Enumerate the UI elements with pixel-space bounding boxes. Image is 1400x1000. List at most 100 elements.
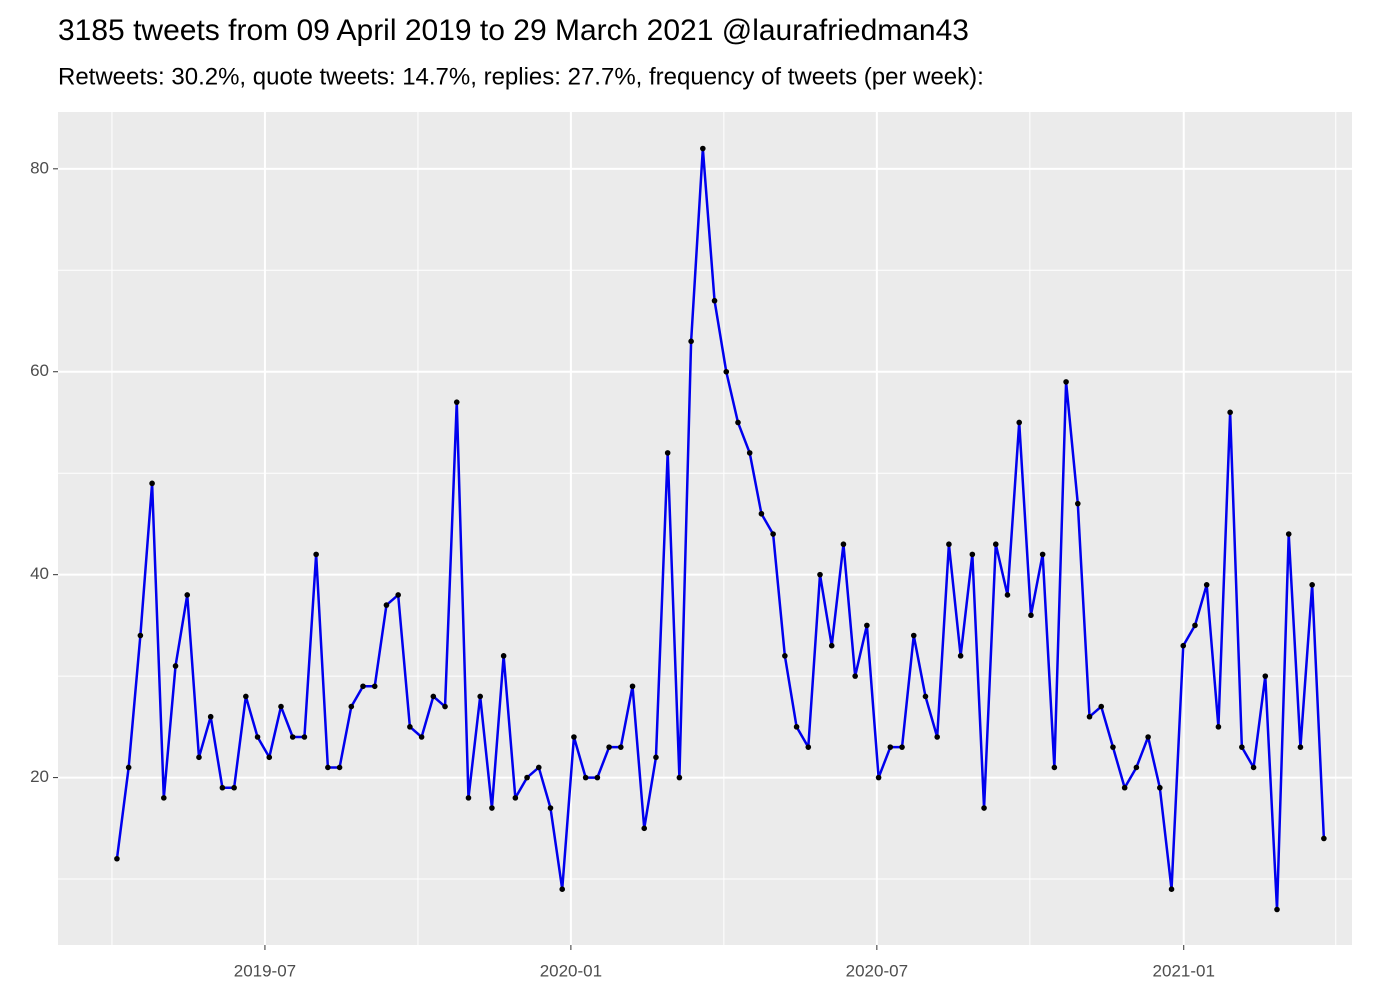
data-point [1274,906,1280,913]
data-point [653,754,659,761]
data-point [934,734,940,740]
data-point [805,744,812,750]
data-point [711,297,718,304]
chart-title: 3185 tweets from 09 April 2019 to 29 Mar… [58,14,969,47]
data-point [418,734,425,740]
data-point [231,784,237,791]
data-point [1086,713,1093,720]
data-point [735,419,741,426]
data-point [1321,835,1327,842]
data-point [582,774,589,781]
data-point [688,338,694,345]
data-point [1250,764,1257,771]
data-point [125,764,132,771]
data-point [1098,703,1105,710]
data-point [477,693,483,700]
data-point [489,805,495,811]
data-point [840,541,847,548]
data-point [254,734,261,740]
data-point [289,734,296,740]
data-point [594,774,601,781]
data-point [395,592,401,598]
data-point [1051,764,1058,771]
data-point [184,592,191,598]
data-point [664,450,671,456]
data-point [817,571,823,578]
data-point [172,663,179,669]
data-point [758,510,765,517]
data-point [899,744,905,750]
data-point [1168,886,1175,892]
data-point [629,683,636,690]
data-point [535,764,542,771]
y-tick-label: 80 [30,158,49,177]
data-point [161,795,167,801]
data-point [618,744,624,750]
data-point [875,774,882,781]
data-point [1075,500,1081,507]
data-point [1309,582,1315,588]
data-point [641,825,648,832]
data-point [196,754,202,761]
data-point [1192,622,1198,629]
x-tick-label: 2020-07 [846,961,908,980]
data-point [301,734,308,740]
data-point [1004,592,1011,598]
data-point [1016,419,1023,426]
data-point [453,399,460,405]
data-point [1121,784,1128,791]
data-point [500,653,507,659]
data-point [723,368,730,375]
data-point [243,693,249,700]
data-point [313,551,319,558]
data-point [1063,379,1069,385]
data-point [852,673,858,679]
data-point [371,683,378,690]
data-point [1203,582,1210,588]
data-point [114,855,120,862]
x-tick-label: 2021-01 [1153,961,1215,980]
data-point [219,784,226,791]
data-point [360,683,366,690]
data-point [266,754,273,761]
data-point [465,795,472,801]
data-point [1145,734,1151,740]
data-point [336,764,343,771]
data-point [676,774,683,781]
panel [58,112,1352,945]
data-point [442,703,448,710]
data-point [1157,784,1163,791]
data-point [278,703,284,710]
data-point [910,632,917,639]
data-point [864,622,870,629]
data-point [1028,612,1034,619]
data-point [793,724,800,730]
data-point [828,642,835,649]
data-point [700,145,706,152]
data-point [1110,744,1116,750]
chart-subtitle: Retweets: 30.2%, quote tweets: 14.7%, re… [58,63,984,90]
data-point [969,551,976,558]
data-point [1297,744,1304,750]
data-point [1227,409,1233,416]
data-point [1262,673,1269,679]
data-point [547,805,554,811]
data-point [746,450,753,456]
data-point [1215,724,1222,730]
x-tick-label: 2019-07 [234,961,296,980]
data-point [149,480,155,487]
data-point [981,805,987,811]
data-point [559,886,566,892]
data-point [1133,764,1140,771]
data-point [1239,744,1245,750]
data-point [1180,642,1187,649]
data-point [770,531,776,537]
data-point [946,541,952,548]
data-point [1285,531,1292,537]
data-point [430,693,437,700]
data-point [887,744,894,750]
y-tick-label: 60 [30,361,49,380]
data-point [207,713,214,720]
data-point [782,653,788,659]
